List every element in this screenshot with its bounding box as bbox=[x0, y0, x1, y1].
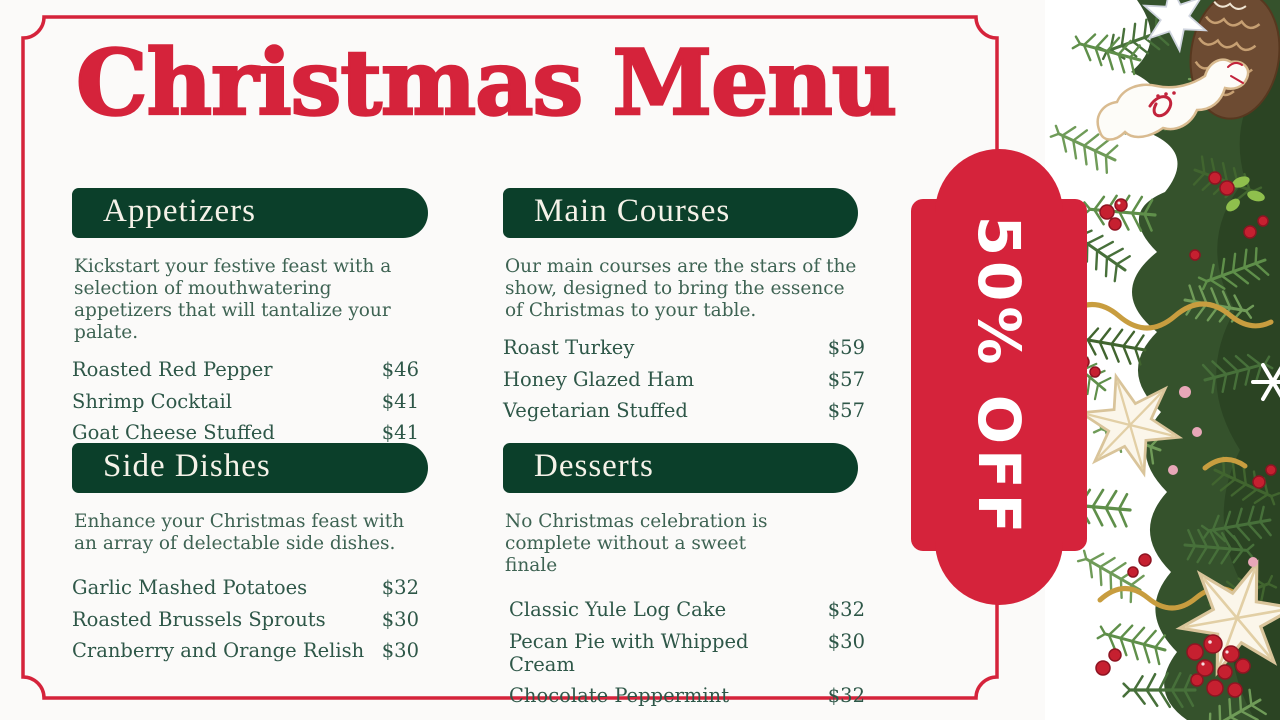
menu-items: Classic Yule Log Cake $32 Pecan Pie with… bbox=[503, 598, 865, 707]
menu-items: Garlic Mashed Potatoes $32 Roasted Bruss… bbox=[72, 576, 419, 662]
menu-item-row: Goat Cheese Stuffed $41 bbox=[72, 421, 419, 444]
item-name: Chocolate Peppermint bbox=[509, 684, 730, 707]
item-name: Garlic Mashed Potatoes bbox=[72, 576, 308, 599]
item-price: $30 bbox=[827, 629, 865, 653]
section-heading-label: Desserts bbox=[534, 447, 654, 484]
item-price: $57 bbox=[827, 367, 865, 391]
menu-item-row: Chocolate Peppermint $32 bbox=[509, 684, 865, 707]
menu-item-row: Roasted Brussels Sprouts $30 bbox=[72, 608, 419, 631]
section-appetizers: Appetizers Kickstart your festive feast … bbox=[72, 188, 428, 453]
section-heading-label: Main Courses bbox=[534, 192, 731, 229]
menu-item-row: Honey Glazed Ham $57 bbox=[503, 368, 865, 391]
item-name: Classic Yule Log Cake bbox=[509, 598, 727, 621]
item-price: $32 bbox=[381, 576, 419, 599]
item-price: $30 bbox=[381, 607, 419, 631]
section-heading-appetizers: Appetizers bbox=[72, 188, 428, 238]
item-price: $41 bbox=[381, 389, 419, 413]
lime-leaf-icon bbox=[1226, 176, 1265, 212]
item-price: $32 bbox=[827, 684, 865, 707]
item-price: $59 bbox=[827, 336, 865, 359]
section-main-courses: Main Courses Our main courses are the st… bbox=[503, 188, 865, 431]
section-description: Kickstart your festive feast with a sele… bbox=[74, 256, 392, 343]
menu-item-row: Vegetarian Stuffed $57 bbox=[503, 399, 865, 422]
menu-item-row: Shrimp Cocktail $41 bbox=[72, 390, 419, 413]
item-price: $41 bbox=[381, 421, 419, 444]
menu-item-row: Roast Turkey $59 bbox=[503, 336, 865, 359]
section-heading-main-courses: Main Courses bbox=[503, 188, 858, 238]
garland-photo bbox=[1045, 0, 1280, 720]
section-heading-desserts: Desserts bbox=[503, 443, 858, 493]
item-name: Vegetarian Stuffed bbox=[503, 399, 688, 422]
section-description: No Christmas celebration is complete wit… bbox=[505, 511, 768, 576]
menu-item-row: Classic Yule Log Cake $32 bbox=[509, 598, 865, 621]
menu-item-row: Cranberry and Orange Relish $30 bbox=[72, 639, 419, 662]
section-side-dishes: Side Dishes Enhance your Christmas feast… bbox=[72, 443, 428, 671]
item-price: $32 bbox=[827, 598, 865, 621]
garland-illustration bbox=[1045, 0, 1280, 720]
item-price: $46 bbox=[381, 358, 419, 381]
item-name: Cranberry and Orange Relish bbox=[72, 639, 365, 662]
snowflake-cookie-icon bbox=[1068, 0, 1280, 679]
section-heading-label: Appetizers bbox=[103, 192, 256, 229]
item-price: $30 bbox=[381, 639, 419, 662]
section-heading-side-dishes: Side Dishes bbox=[72, 443, 428, 493]
section-description: Our main courses are the stars of the sh… bbox=[505, 256, 857, 321]
section-desserts: Desserts No Christmas celebration is com… bbox=[503, 443, 865, 716]
discount-badge-label: 50% OFF bbox=[965, 215, 1033, 539]
menu-items: Roasted Red Pepper $46 Shrimp Cocktail $… bbox=[72, 358, 419, 444]
section-description: Enhance your Christmas feast with an arr… bbox=[74, 511, 405, 554]
item-name: Roasted Red Pepper bbox=[72, 358, 273, 381]
item-name: Roast Turkey bbox=[503, 336, 635, 359]
menu-items: Roast Turkey $59 Honey Glazed Ham $57 Ve… bbox=[503, 336, 865, 422]
section-heading-label: Side Dishes bbox=[103, 447, 271, 484]
menu-item-row: Roasted Red Pepper $46 bbox=[72, 358, 419, 381]
menu-title: Christmas Menu bbox=[75, 30, 899, 136]
item-name: Shrimp Cocktail bbox=[72, 389, 232, 413]
sugar-candy-icon bbox=[1168, 386, 1258, 567]
item-name: Goat Cheese Stuffed bbox=[72, 421, 275, 444]
menu-item-row: Pecan Pie with Whipped Cream $30 bbox=[509, 630, 865, 676]
item-name: Pecan Pie with Whipped Cream bbox=[509, 629, 749, 676]
menu-item-row: Garlic Mashed Potatoes $32 bbox=[72, 576, 419, 599]
rocking-horse-cookie-icon bbox=[1096, 58, 1250, 141]
item-price: $57 bbox=[827, 399, 865, 422]
item-name: Honey Glazed Ham bbox=[503, 367, 695, 391]
item-name: Roasted Brussels Sprouts bbox=[72, 607, 326, 631]
